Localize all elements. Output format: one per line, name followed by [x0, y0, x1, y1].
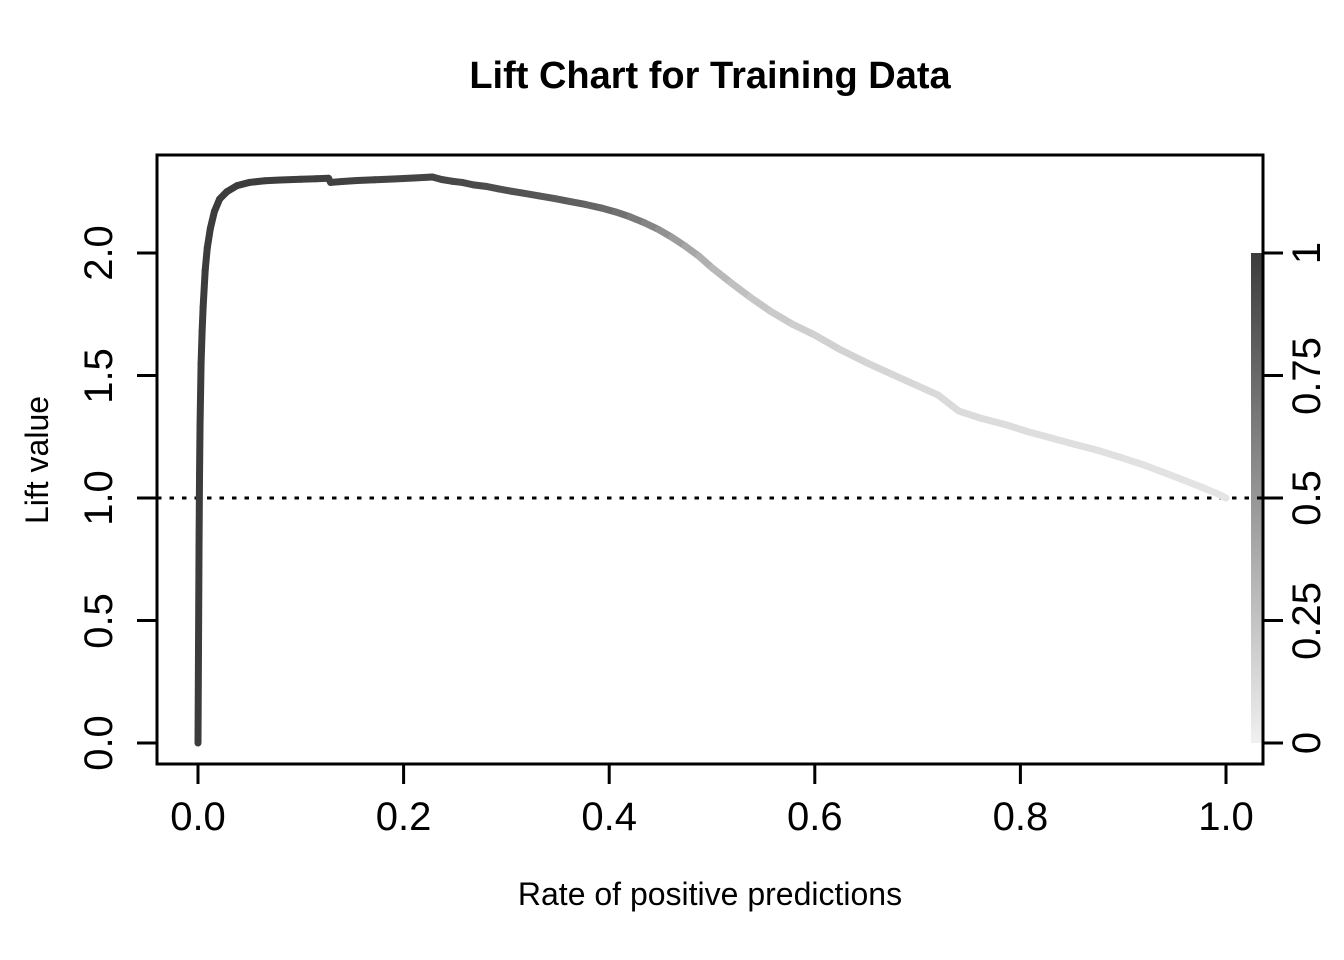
lift-curve-segment	[1094, 446, 1125, 462]
lift-curve-segment	[1215, 490, 1230, 502]
y-tick-label: 0.0	[77, 715, 121, 771]
x-tick-label: 0.6	[786, 795, 843, 839]
lift-curve-segment	[837, 346, 870, 367]
lift-curve-segment	[708, 264, 735, 286]
colorbar-tick-label: 0.25	[1285, 581, 1329, 660]
y-tick-label: 1.0	[77, 470, 121, 526]
lift-curve-segment	[195, 470, 204, 551]
lift-curve-segment	[201, 244, 211, 274]
x-tick-label: 0.0	[170, 795, 226, 839]
lift-curve-segment	[767, 307, 796, 328]
lift-curve-segment	[934, 391, 963, 415]
colorbar-tick-label: 0.5	[1285, 470, 1329, 526]
lift-curve-segment	[194, 641, 203, 747]
plot-box	[155, 153, 1265, 766]
lift-curve-segment	[1140, 461, 1170, 477]
lift-curve-segment	[1001, 421, 1033, 436]
lift-curve-segment	[977, 414, 1009, 428]
chart-title: Lift Chart for Training Data	[469, 55, 951, 97]
lift-curve-segment	[198, 303, 207, 335]
lift-curve-segment	[914, 382, 942, 399]
lift-curve-segment	[1025, 428, 1055, 442]
y-tick-label: 2.0	[77, 225, 121, 281]
lift-curve-segment	[199, 266, 209, 311]
lift-curve-segment	[1047, 434, 1078, 448]
lift-curve-segment	[788, 320, 819, 339]
lift-curve-segment	[888, 370, 922, 390]
y-tick-label: 1.5	[77, 347, 121, 404]
lift-curve-segment	[727, 278, 754, 301]
x-tick-label: 1.0	[1198, 795, 1254, 839]
colorbar-tick-label: 0	[1285, 731, 1329, 755]
x-tick-label: 0.8	[992, 795, 1049, 839]
lift-curve-segment	[197, 327, 206, 367]
x-tick-label: 0.2	[375, 795, 432, 839]
lift-curve-segment	[1162, 470, 1191, 485]
lift-curve-segment	[862, 359, 896, 378]
lift-curve-segment	[1117, 454, 1148, 469]
lift-curve-segment	[811, 331, 844, 354]
colorbar-tick-label: 1	[1285, 241, 1329, 265]
x-tick-label: 0.4	[581, 795, 637, 839]
lift-curve-segment	[955, 407, 985, 422]
lift-curve-segment	[196, 359, 205, 428]
colorbar-tick-label: 0.75	[1285, 336, 1329, 415]
x-axis-title: Rate of positive predictions	[517, 876, 903, 912]
lift-curve-segment	[1070, 440, 1101, 454]
y-axis-title: Lift value	[19, 395, 55, 525]
lift-curve-segment	[195, 543, 203, 649]
lift-curve-segment	[746, 293, 775, 315]
y-tick-label: 0.5	[77, 592, 121, 649]
lift-curve-segment	[196, 421, 204, 477]
